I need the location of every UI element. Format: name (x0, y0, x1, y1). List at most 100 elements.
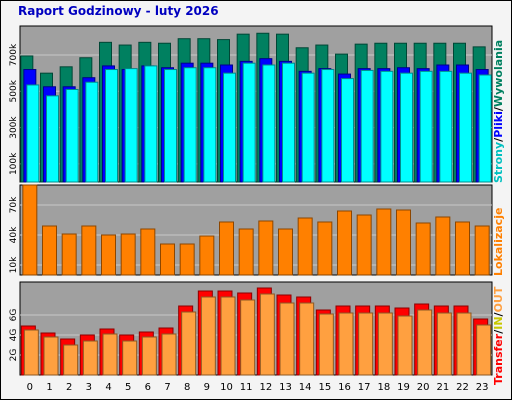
bar-strony-21 (439, 70, 453, 183)
y-tick-label: 70k (9, 196, 19, 213)
bar-strony-7 (164, 69, 177, 183)
bar-out-6 (141, 336, 157, 376)
x-tick-label: 2 (66, 382, 72, 393)
x-tick-label: 8 (184, 382, 190, 393)
bar-strony-18 (380, 70, 394, 183)
bar-out-4 (102, 333, 118, 376)
chart-title: Raport Godzinowy - luty 2026 (18, 4, 219, 18)
plot-area (19, 184, 493, 276)
x-tick-label: 9 (204, 382, 210, 393)
panel-sites: 10k 40k 70k (9, 184, 493, 276)
y-tick-label: 100k (9, 152, 19, 175)
x-tick-label: 20 (417, 382, 430, 393)
y-tick-label: 6G (9, 309, 19, 322)
bar-strony-10 (223, 72, 236, 183)
legend-sites: Lokalizacje (492, 208, 505, 276)
x-tick-label: 17 (358, 382, 371, 393)
x-tick-label: 7 (164, 382, 170, 393)
bar-strony-9 (203, 67, 217, 183)
x-tick-label: 6 (145, 382, 151, 393)
bar-lokalizacje-23 (474, 225, 490, 276)
bar-out-1 (43, 336, 59, 376)
bar-lokalizacje-14 (297, 217, 313, 276)
bar-strony-13 (282, 62, 295, 183)
panel-transfer: 2G 4G 6G (9, 281, 493, 376)
bar-lokalizacje-4 (101, 234, 116, 276)
x-tick-label: 10 (220, 382, 233, 393)
y-tick-label: 2G (9, 349, 19, 362)
bar-strony-19 (400, 72, 413, 183)
bar-out-16 (338, 312, 354, 376)
bar-lokalizacje-15 (317, 221, 333, 276)
bar-lokalizacje-20 (415, 222, 431, 276)
legend-pages: Strony (492, 142, 505, 183)
bar-out-22 (456, 312, 472, 376)
x-tick-label: 23 (476, 382, 489, 393)
bar-strony-4 (105, 69, 118, 183)
bar-strony-0 (26, 84, 40, 183)
bar-out-11 (240, 299, 256, 376)
bar-out-21 (436, 312, 452, 376)
legend-hits: Wywolania (492, 40, 505, 107)
bar-out-3 (82, 340, 98, 376)
bar-out-20 (417, 309, 433, 376)
bar-out-17 (358, 312, 374, 376)
bar-out-5 (122, 340, 138, 376)
bar-out-15 (318, 313, 334, 376)
bar-strony-5 (124, 68, 138, 183)
legend-transfer-label: Transfer (492, 333, 505, 385)
bar-out-19 (397, 315, 413, 376)
legend-separator: / (492, 106, 505, 111)
bar-strony-23 (478, 74, 492, 183)
bar-lokalizacje-1 (42, 225, 57, 276)
x-tick-label: 15 (318, 382, 331, 393)
x-tick-label: 5 (125, 382, 131, 393)
bar-strony-1 (46, 95, 59, 183)
bar-lokalizacje-16 (337, 210, 352, 276)
bar-out-10 (220, 296, 236, 376)
panel-hits-files-pages: 100k 300k 500k 700k (9, 25, 493, 183)
x-tick-label: 12 (259, 382, 272, 393)
x-tick-label: 13 (279, 382, 292, 393)
x-tick-label: 4 (105, 382, 111, 393)
bar-strony-15 (321, 69, 335, 183)
bar-out-14 (299, 302, 315, 376)
y-tick-label: 10k (9, 256, 19, 273)
bar-out-8 (181, 311, 197, 376)
legend-separator: / (492, 329, 505, 334)
legend-in: IN (492, 316, 505, 329)
bar-lokalizacje-21 (435, 216, 451, 276)
y-tick-label: 4G (9, 329, 19, 342)
bar-strony-14 (301, 72, 315, 183)
bar-out-2 (63, 344, 79, 376)
bar-lokalizacje-10 (219, 221, 234, 276)
bar-strony-8 (183, 67, 197, 183)
bar-lokalizacje-22 (455, 221, 470, 276)
bar-out-0 (23, 329, 39, 376)
bar-strony-20 (419, 70, 433, 183)
bar-out-13 (279, 302, 295, 376)
bar-lokalizacje-19 (396, 209, 411, 276)
legend-separator: / (492, 137, 505, 142)
bar-out-18 (377, 312, 393, 376)
bar-lokalizacje-2 (61, 233, 77, 276)
legend-files: Pliki (492, 111, 505, 138)
x-tick-label: 11 (240, 382, 253, 393)
bar-lokalizacje-7 (160, 243, 175, 276)
y-tick-label: 40k (9, 226, 19, 243)
x-tick-label: 3 (86, 382, 92, 393)
bar-lokalizacje-18 (376, 208, 392, 276)
bar-strony-2 (65, 88, 79, 183)
x-tick-label: 22 (456, 382, 469, 393)
x-tick-label: 16 (338, 382, 351, 393)
x-tick-label: 18 (377, 382, 390, 393)
bar-strony-11 (242, 62, 256, 183)
y-tick-label: 500k (9, 79, 19, 102)
legend-out: OUT (492, 286, 505, 312)
bar-out-12 (259, 293, 275, 376)
bar-strony-6 (144, 65, 158, 183)
bar-lokalizacje-12 (258, 220, 274, 276)
bar-lokalizacje-6 (140, 228, 156, 276)
